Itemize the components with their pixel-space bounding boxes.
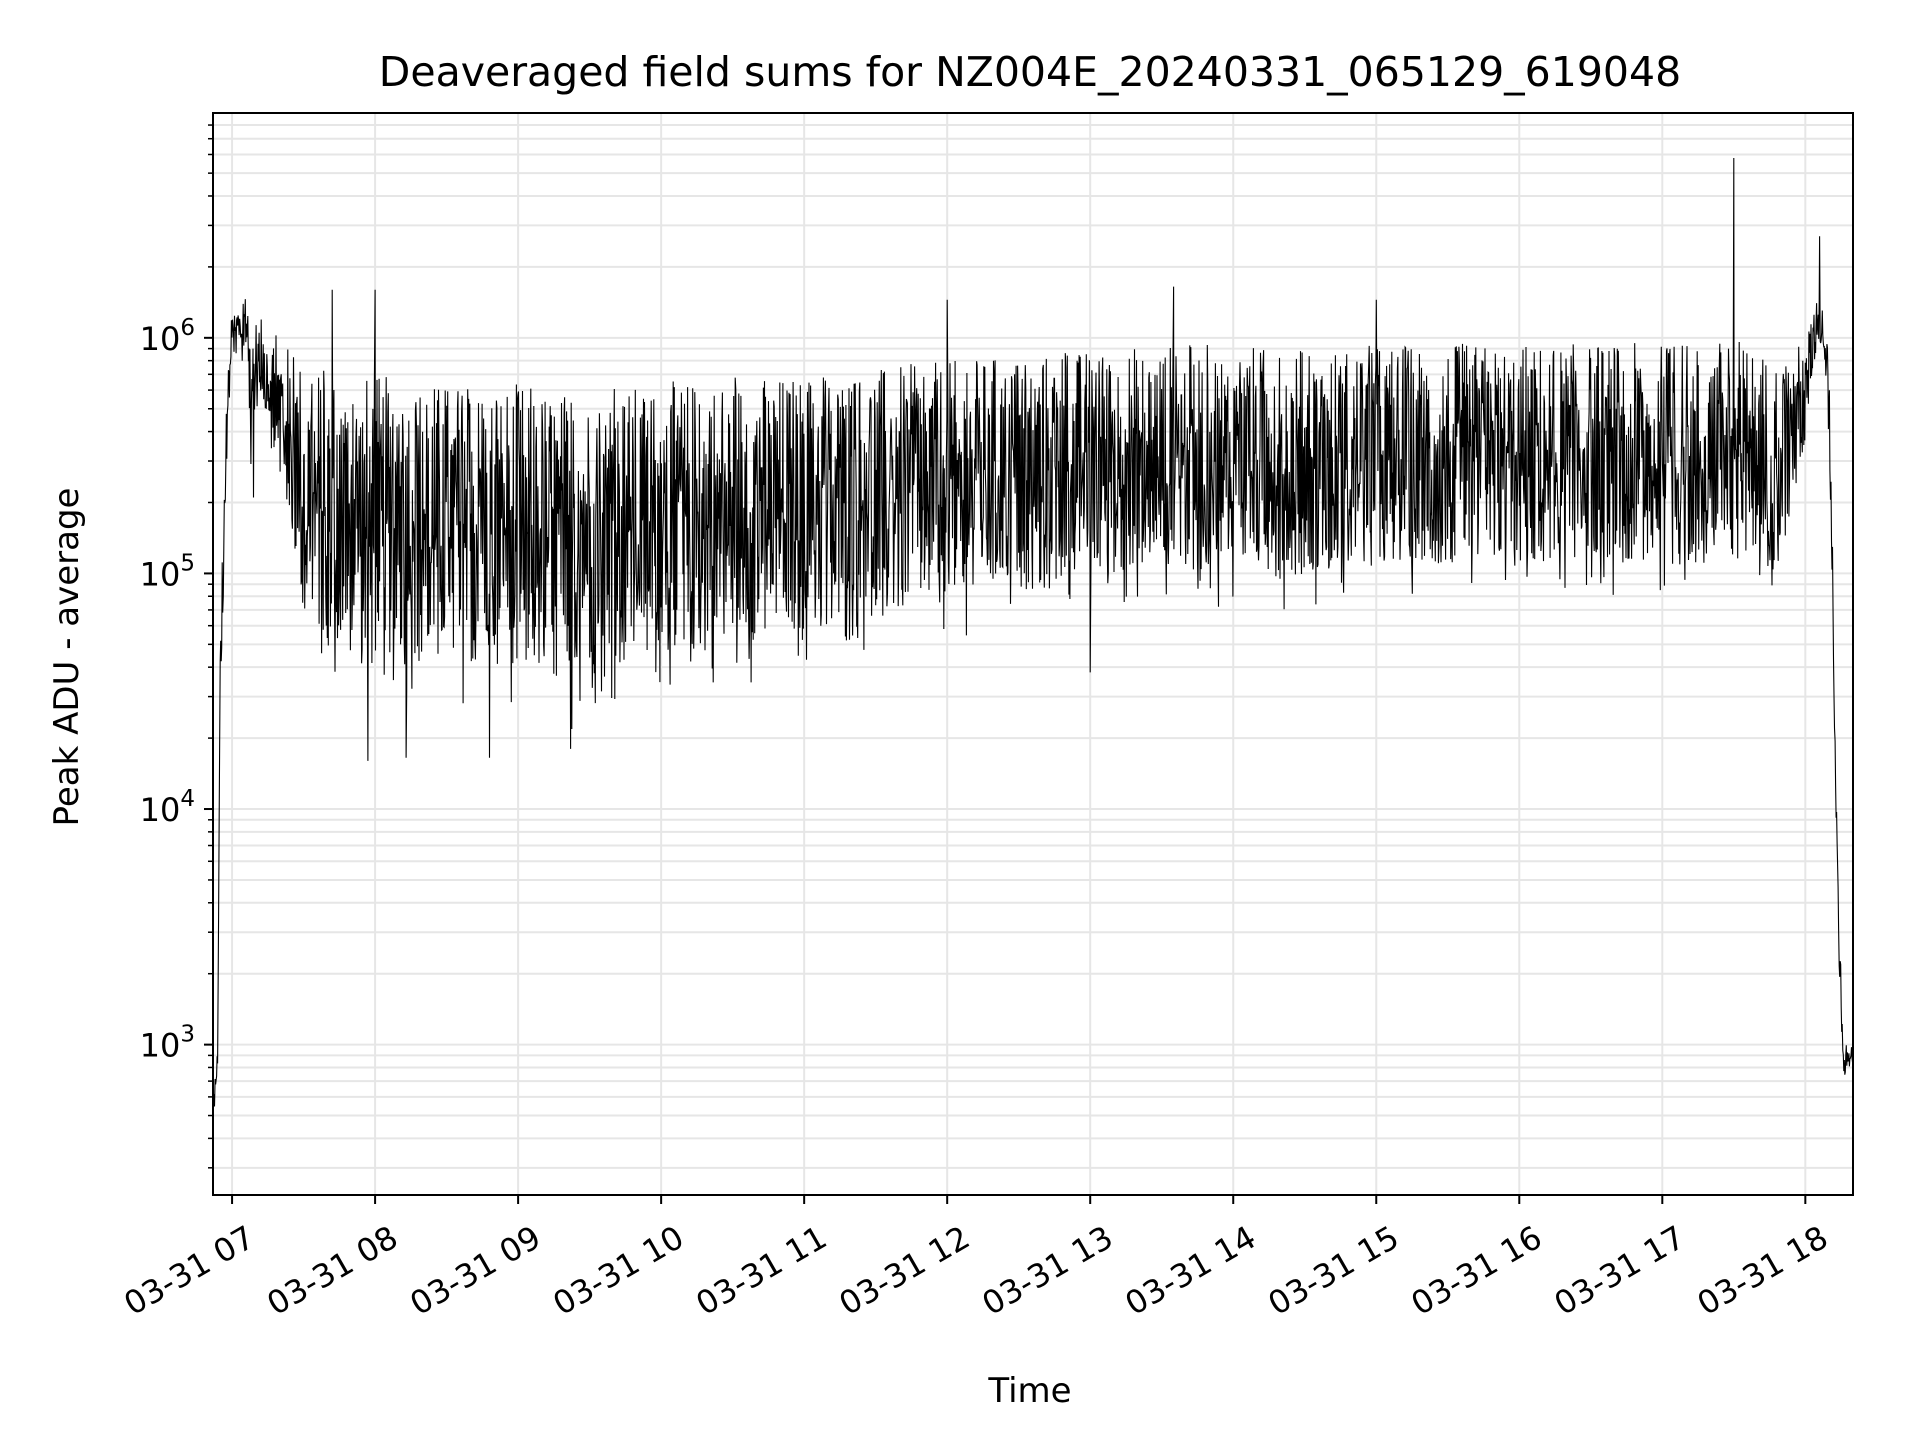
y-tick-label: 106 bbox=[140, 315, 195, 358]
x-tick-label: 03-31 13 bbox=[976, 1218, 1120, 1323]
chart-title: Deaveraged field sums for NZ004E_2024033… bbox=[379, 48, 1681, 96]
x-tick-label: 03-31 17 bbox=[1548, 1218, 1692, 1323]
x-tick-label: 03-31 16 bbox=[1405, 1218, 1549, 1323]
x-axis-title: Time bbox=[987, 1371, 1071, 1411]
x-tick-label: 03-31 10 bbox=[547, 1218, 691, 1323]
x-tick-label: 03-31 15 bbox=[1262, 1218, 1406, 1323]
y-tick-label: 103 bbox=[140, 1022, 195, 1065]
x-tick-label: 03-31 12 bbox=[833, 1218, 977, 1323]
x-axis: 03-31 07 03-31 08 03-31 09 03-31 10 03-31 11… bbox=[117, 1195, 1834, 1323]
grid bbox=[213, 113, 1853, 1195]
x-tick-label: 03-31 14 bbox=[1119, 1218, 1263, 1323]
y-axis: 103 104 105 106 bbox=[140, 124, 213, 1169]
y-axis-title: Peak ADU - average bbox=[47, 488, 87, 827]
x-tick-label: 03-31 18 bbox=[1691, 1218, 1835, 1323]
series-line bbox=[212, 157, 1854, 1108]
x-tick-label: 03-31 07 bbox=[117, 1218, 261, 1323]
y-tick-label: 104 bbox=[140, 786, 195, 829]
y-tick-label: 105 bbox=[140, 550, 195, 593]
plot-frame bbox=[212, 112, 1854, 1196]
x-tick-label: 03-31 09 bbox=[404, 1218, 548, 1323]
x-tick-label: 03-31 11 bbox=[690, 1218, 834, 1323]
x-tick-label: 03-31 08 bbox=[260, 1218, 404, 1323]
